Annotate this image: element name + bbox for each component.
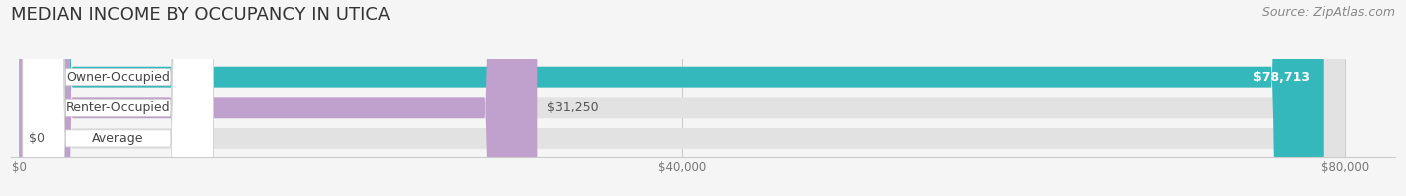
FancyBboxPatch shape bbox=[20, 0, 1346, 196]
FancyBboxPatch shape bbox=[20, 0, 537, 196]
Text: Source: ZipAtlas.com: Source: ZipAtlas.com bbox=[1261, 6, 1395, 19]
Text: $78,713: $78,713 bbox=[1254, 71, 1310, 84]
FancyBboxPatch shape bbox=[22, 0, 214, 196]
FancyBboxPatch shape bbox=[20, 0, 1346, 196]
FancyBboxPatch shape bbox=[22, 0, 214, 196]
Text: Average: Average bbox=[93, 132, 143, 145]
Text: MEDIAN INCOME BY OCCUPANCY IN UTICA: MEDIAN INCOME BY OCCUPANCY IN UTICA bbox=[11, 6, 391, 24]
FancyBboxPatch shape bbox=[20, 0, 1323, 196]
FancyBboxPatch shape bbox=[22, 0, 214, 196]
Text: $31,250: $31,250 bbox=[547, 101, 599, 114]
Text: Renter-Occupied: Renter-Occupied bbox=[66, 101, 170, 114]
Text: Owner-Occupied: Owner-Occupied bbox=[66, 71, 170, 84]
Text: $0: $0 bbox=[30, 132, 45, 145]
FancyBboxPatch shape bbox=[20, 0, 1346, 196]
